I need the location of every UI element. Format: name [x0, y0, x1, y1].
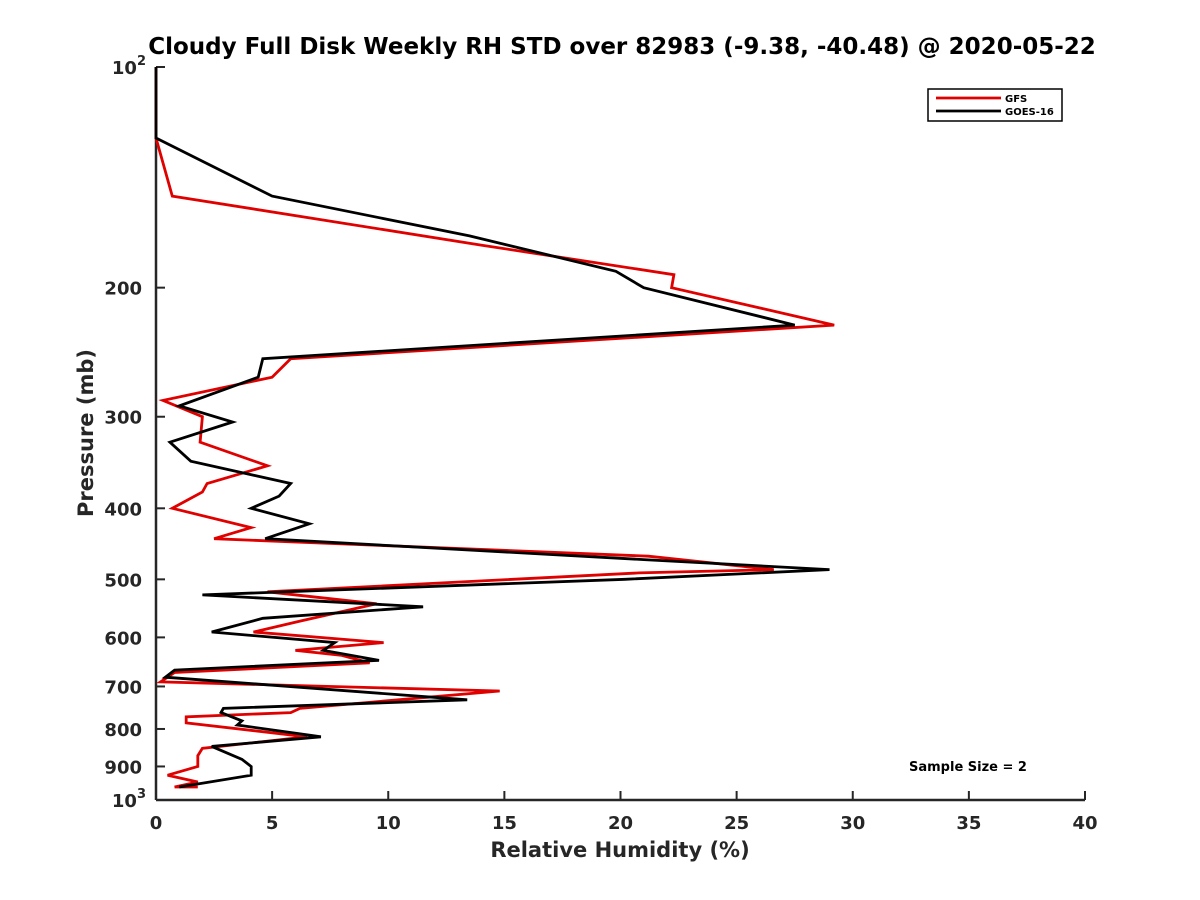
legend-entry: GFS	[1005, 94, 1027, 105]
y-tick-label: 800	[104, 720, 142, 741]
x-tick-label: 15	[492, 813, 517, 834]
legend: GFS GOES-16	[927, 88, 1063, 122]
legend-box	[927, 88, 1063, 122]
y-tick-label: 900	[104, 757, 142, 778]
x-tick-label: 10	[376, 813, 401, 834]
series-line-goes-16	[154, 67, 830, 789]
y-tick-exponent: 2	[137, 54, 146, 69]
x-tick-label: 0	[150, 813, 163, 834]
y-tick-label: 103	[112, 787, 146, 812]
x-axis-label: Relative Humidity (%)	[490, 838, 749, 862]
x-tick-label: 35	[956, 813, 981, 834]
y-tick-exponent: 3	[137, 787, 146, 802]
y-tick-base: 10	[112, 791, 137, 812]
x-tick-label: 25	[724, 813, 749, 834]
x-tick-label: 5	[266, 813, 279, 834]
legend-entry: GOES-16	[1005, 107, 1054, 118]
y-tick-label: 600	[104, 628, 142, 649]
x-tick-label: 30	[840, 813, 865, 834]
plot-area: 0 5 10 15 20 25 30 35 40102200300400500600700800…	[104, 54, 1097, 834]
series-line-gfs	[154, 67, 835, 789]
chart-title: Cloudy Full Disk Weekly RH STD over 8298…	[148, 34, 1096, 60]
y-tick-label: 102	[112, 54, 146, 79]
sample-size-annotation: Sample Size = 2	[909, 760, 1027, 775]
y-tick-label: 200	[104, 279, 142, 300]
x-tick-label: 40	[1072, 813, 1097, 834]
y-tick-label: 700	[104, 677, 142, 698]
y-tick-label: 300	[104, 408, 142, 429]
y-axis-label: Pressure (mb)	[74, 349, 98, 517]
y-tick-base: 10	[112, 58, 137, 79]
y-tick-label: 400	[104, 499, 142, 520]
x-tick-label: 20	[608, 813, 633, 834]
y-tick-label: 500	[104, 570, 142, 591]
